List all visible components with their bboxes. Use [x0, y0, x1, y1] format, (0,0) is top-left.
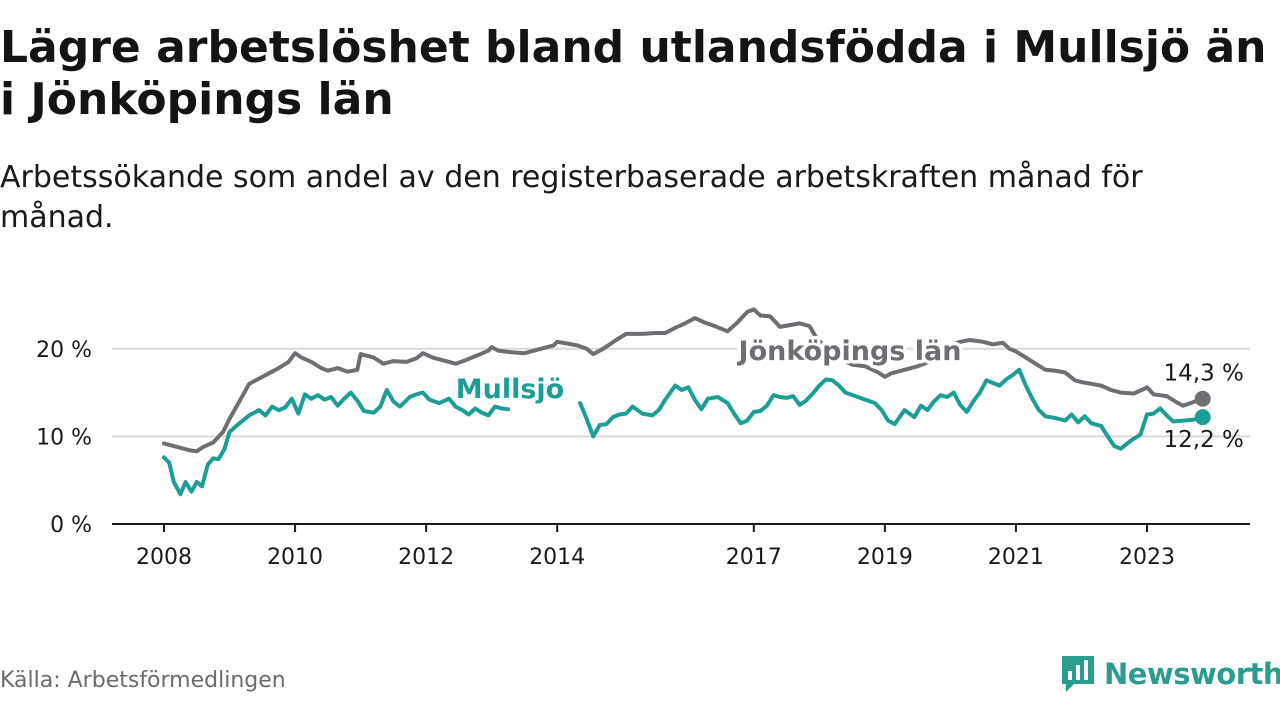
brand-logo: Newsworthy — [1060, 654, 1280, 694]
y-tick-label: 20 % — [36, 338, 92, 363]
x-tick-label: 2012 — [398, 545, 454, 570]
x-tick-label: 2008 — [136, 545, 192, 570]
end-marker-mullsjo — [1194, 409, 1211, 426]
newsworthy-logo-icon — [1062, 656, 1094, 692]
grid-layer — [112, 347, 1250, 438]
label-layer: Jönköpings län Mullsjö 14,3 % 12,2 % — [452, 333, 1244, 454]
source-note: Källa: Arbetsförmedlingen — [0, 668, 286, 693]
end-label-mullsjo: 12,2 % — [1164, 427, 1244, 453]
axis-layer: 0 % 10 % 20 % 2008 2010 2012 2014 2017 2019 2021 2… — [36, 338, 1250, 570]
series-line-mullsjo-segment-2 — [578, 367, 1205, 451]
brand-name: Newsworthy — [1104, 657, 1280, 691]
x-tick-label: 2023 — [1119, 545, 1175, 570]
x-tick-label: 2021 — [988, 545, 1044, 570]
series-label-mullsjo: Mullsjö — [456, 374, 564, 405]
end-label-jonkopings-lan: 14,3 % — [1164, 361, 1244, 387]
series-line-mullsjo-segment-1 — [162, 388, 511, 497]
series-layer — [162, 307, 1211, 497]
page-title: Lägre arbetslöshet bland utlandsfödda i … — [0, 22, 1267, 125]
x-tick-label: 2019 — [857, 545, 913, 570]
series-label-jonkopings-lan: Jönköpings län — [737, 336, 962, 367]
end-marker-jonkopings-lan — [1194, 390, 1211, 407]
x-tick-label: 2014 — [529, 545, 585, 570]
series-line-jonkopings-lan — [162, 307, 1205, 454]
x-tick-label: 2010 — [267, 545, 323, 570]
x-tick-label: 2017 — [726, 545, 782, 570]
page-subtitle: Arbetssökande som andel av den registerb… — [0, 160, 1143, 235]
y-tick-label: 0 % — [50, 513, 92, 538]
y-tick-label: 10 % — [36, 425, 92, 450]
